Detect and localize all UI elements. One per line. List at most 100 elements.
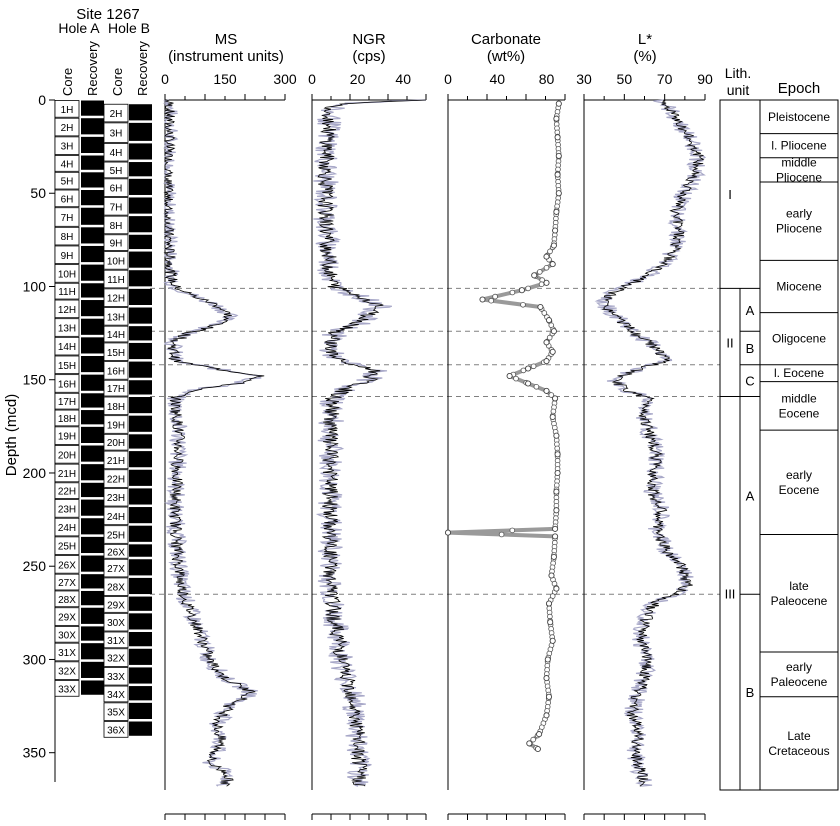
- core-label: 7H: [110, 202, 123, 213]
- carbonate-point: [479, 296, 486, 303]
- carbonate-point: [525, 380, 532, 387]
- epoch-label: l. Pliocene: [771, 139, 827, 153]
- core-box: [54, 409, 80, 427]
- core-label: 30X: [107, 618, 125, 629]
- core-box: [103, 525, 129, 544]
- core-label: 26X: [107, 547, 125, 558]
- carbonate-point: [553, 507, 560, 514]
- carbonate-line: [446, 103, 561, 751]
- core-label: 17H: [107, 384, 125, 395]
- recovery-bar: [81, 264, 104, 281]
- recovery-bar: [129, 234, 152, 250]
- lith-subunit-label: A: [746, 303, 755, 318]
- core-label: 2H: [61, 123, 74, 134]
- core-box: [103, 234, 129, 251]
- core-box: [103, 596, 129, 613]
- panel-title-ngr: NGR: [352, 31, 386, 48]
- carbonate-point: [549, 261, 556, 268]
- core-box: [103, 506, 129, 526]
- epoch-header: Epoch: [778, 80, 821, 97]
- carbonate-point: [548, 572, 555, 579]
- epoch-label: Pliocene: [776, 222, 822, 236]
- recovery-bar: [129, 251, 152, 268]
- recovery-bar: [81, 245, 104, 263]
- panel-title-lstar: L*: [638, 31, 652, 48]
- core-box: [54, 282, 80, 300]
- core-box: [54, 536, 80, 555]
- core-box: [54, 573, 80, 591]
- carbonate-point: [506, 372, 513, 380]
- carbonate-point: [553, 115, 560, 122]
- carbonate-point: [549, 348, 556, 355]
- carbonate-point: [538, 281, 545, 288]
- carbonate-point: [537, 303, 544, 311]
- core-label: 15H: [107, 348, 125, 359]
- depth-tick-label: 0: [38, 92, 46, 108]
- core-label: 6H: [61, 194, 74, 205]
- recovery-bar: [129, 577, 152, 595]
- recovery-bar: [81, 118, 104, 135]
- data-panels: 0 150 300 0 20 40 0 40 80 30 50 70 90: [161, 71, 713, 820]
- core-box: [103, 122, 129, 143]
- core-box: [103, 648, 129, 667]
- panel-tick-label: 70: [657, 71, 673, 87]
- core-box: [103, 685, 129, 703]
- core-label: 19H: [107, 420, 125, 431]
- core-label: 22H: [107, 475, 125, 486]
- panel-tick-label: 0: [161, 71, 169, 87]
- carbonate-point: [444, 529, 452, 536]
- depth-axis: 0 50 100 150 200 250 300 350: [23, 92, 56, 782]
- recovery-bar: [129, 667, 152, 684]
- epoch-label: middle: [781, 391, 817, 405]
- core-label: 32X: [58, 667, 76, 678]
- recovery-bar: [129, 686, 152, 701]
- carbonate-point: [543, 279, 550, 286]
- recovery-bar: [129, 326, 152, 341]
- recovery-bar: [129, 613, 152, 630]
- core-label: 25H: [107, 531, 125, 542]
- recovery-bar: [129, 342, 152, 360]
- lith-header-line1: Lith.: [725, 65, 751, 81]
- core-label: 33X: [107, 672, 125, 683]
- core-box: [103, 251, 129, 270]
- carbonate-point: [552, 395, 559, 402]
- core-label: 10H: [107, 256, 125, 267]
- epoch-label: Oligocene: [772, 332, 826, 346]
- carbonate-point: [536, 269, 543, 275]
- carbonate-point: [509, 289, 516, 296]
- core-box: [54, 625, 80, 643]
- carbonate-point: [543, 339, 550, 346]
- recovery-bar: [81, 482, 104, 498]
- core-label: 31X: [107, 636, 125, 647]
- core-label: 23H: [107, 493, 125, 504]
- carbonate-point: [545, 600, 553, 607]
- panel-unit-carbonate: (wt%): [487, 48, 525, 65]
- core-box: [103, 415, 129, 434]
- panel-tick-label: 150: [213, 71, 237, 87]
- core-box: [103, 612, 129, 632]
- core-box: [54, 355, 80, 375]
- recovery-bar: [81, 607, 104, 624]
- core-box: [54, 136, 80, 155]
- core-label: 20H: [58, 450, 76, 461]
- recovery-bar: [129, 162, 152, 177]
- core-label: 19H: [58, 432, 76, 443]
- carbonate-point: [553, 585, 560, 592]
- core-box: [103, 269, 129, 289]
- core-box: [103, 288, 129, 307]
- carbonate-point: [552, 525, 559, 532]
- recovery-bar: [129, 631, 152, 647]
- recovery-bar: [129, 469, 152, 486]
- core-label: 21H: [107, 456, 125, 467]
- core-box: [103, 307, 129, 326]
- epoch-label: early: [786, 468, 812, 482]
- depth-tick-label: 300: [23, 651, 47, 667]
- core-box: [103, 450, 129, 470]
- core-label: 16H: [58, 379, 76, 390]
- carbonate-point: [534, 745, 541, 753]
- epoch-column-frame: [759, 99, 839, 791]
- core-box: [103, 103, 129, 123]
- panel-scatter-trace: [594, 99, 707, 787]
- carbonate-point: [525, 285, 531, 292]
- core-label: 15H: [58, 361, 76, 372]
